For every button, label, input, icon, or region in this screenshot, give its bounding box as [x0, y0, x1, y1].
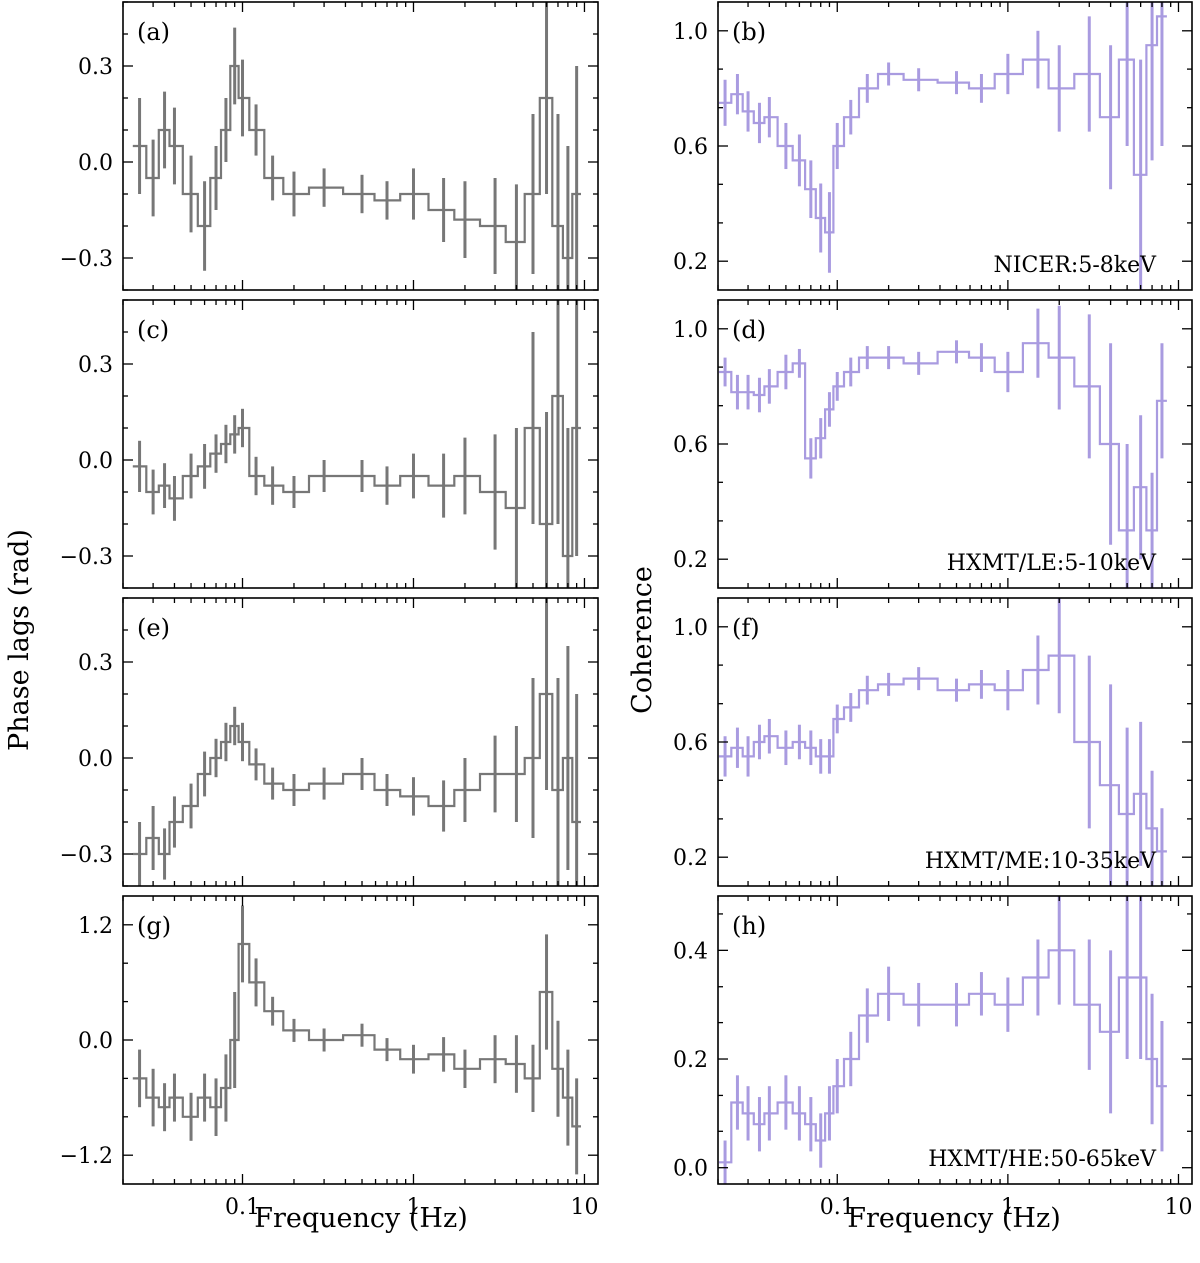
y-tick-label: 0.6	[673, 433, 708, 458]
y-tick-label: 0.3	[78, 55, 113, 80]
left-x-axis-title: Frequency (Hz)	[254, 1203, 467, 1234]
y-tick-label: 1.0	[673, 20, 708, 45]
y-tick-label: 1.0	[673, 616, 708, 641]
axes-frame	[717, 597, 1193, 887]
series-e	[132, 598, 581, 886]
instrument-annotation: HXMT/HE:50-65keV	[928, 1147, 1157, 1172]
y-tick-label: 0.0	[78, 151, 113, 176]
y-tick-label: 1.0	[673, 318, 708, 343]
axes-frame	[122, 299, 599, 589]
left-y-axis-title: Phase lags (rad)	[4, 529, 35, 751]
y-tick-label: 0.2	[673, 250, 708, 275]
y-tick-label: 0.0	[78, 449, 113, 474]
y-tick-label: 1.2	[78, 914, 113, 939]
x-tick-label: 10	[1164, 1195, 1192, 1220]
panel-b: 0.2 0.6 1.0 (b) NICER:5-8keV	[673, 1, 1193, 291]
axes-frame	[122, 597, 599, 887]
y-tick-label: −0.3	[60, 247, 113, 272]
axes-frame	[122, 1, 599, 291]
y-tick-label: −1.2	[60, 1144, 113, 1169]
x-tick-label: 1	[406, 1195, 420, 1220]
panel-label: (b)	[732, 18, 766, 46]
series-c	[132, 300, 581, 588]
x-tick-label: 0.1	[820, 1195, 855, 1220]
panel-label: (f)	[732, 614, 760, 642]
y-tick-label: 0.0	[78, 747, 113, 772]
right-y-axis-title: Coherence	[627, 566, 658, 714]
series-h	[718, 896, 1167, 1184]
instrument-annotation: NICER:5-8keV	[994, 253, 1158, 278]
panel-label: (h)	[732, 912, 766, 940]
right-x-axis-title: Frequency (Hz)	[847, 1203, 1060, 1234]
panel-label: (a)	[137, 18, 170, 46]
panel-label: (e)	[137, 614, 170, 642]
panel-c: −0.3 0.0 0.3 (c)	[60, 299, 599, 589]
axes-frame	[717, 895, 1193, 1185]
panel-label: (c)	[137, 316, 169, 344]
series-a	[132, 2, 581, 290]
series-b	[718, 2, 1167, 290]
y-tick-label: 0.0	[78, 1029, 113, 1054]
step-line	[132, 942, 581, 1128]
x-tick-label: 1	[1001, 1195, 1015, 1220]
series-g	[132, 905, 581, 1175]
y-tick-label: 0.3	[78, 651, 113, 676]
y-tick-label: −0.3	[60, 843, 113, 868]
x-tick-label: 10	[570, 1195, 598, 1220]
step-line	[132, 692, 581, 856]
panel-g: −1.2 0.0 1.2 0.1 1 10 (g)	[60, 895, 599, 1220]
panel-label: (g)	[137, 912, 171, 940]
y-tick-label: 0.0	[673, 1157, 708, 1182]
panel-h: 0.0 0.2 0.4 0.1 1 10 (h) HXMT/HE:50-65keV	[673, 895, 1193, 1220]
step-line	[718, 342, 1167, 532]
axes-frame	[717, 299, 1193, 589]
axes-frame	[122, 895, 599, 1185]
panel-f: 0.2 0.6 1.0 (f) HXMT/ME:10-35keV	[673, 597, 1193, 887]
x-tick-label: 0.1	[225, 1195, 260, 1220]
y-tick-label: 0.4	[673, 939, 708, 964]
panel-d: 0.2 0.6 1.0 (d) HXMT/LE:5-10keV	[673, 299, 1193, 589]
series-f	[718, 598, 1167, 886]
instrument-annotation: HXMT/LE:5-10keV	[947, 551, 1157, 576]
panel-a: −0.3 0.0 0.3 (a)	[60, 1, 599, 291]
panel-e: −0.3 0.0 0.3 (e)	[60, 597, 599, 887]
instrument-annotation: HXMT/ME:10-35keV	[925, 849, 1157, 874]
y-tick-label: 0.6	[673, 135, 708, 160]
y-tick-label: −0.3	[60, 545, 113, 570]
panels: −0.3 0.0 0.3 (a) 0.2 0.6 1.0 (b) NICER:5-8keV −0.…	[60, 1, 1193, 1220]
y-tick-label: 0.2	[673, 548, 708, 573]
step-line	[132, 64, 581, 260]
y-tick-label: 0.2	[673, 1048, 708, 1073]
step-line	[718, 949, 1167, 1164]
y-tick-label: 0.6	[673, 731, 708, 756]
y-tick-label: 0.2	[673, 846, 708, 871]
panel-label: (d)	[732, 316, 766, 344]
step-line	[132, 394, 581, 558]
y-tick-label: 0.3	[78, 353, 113, 378]
